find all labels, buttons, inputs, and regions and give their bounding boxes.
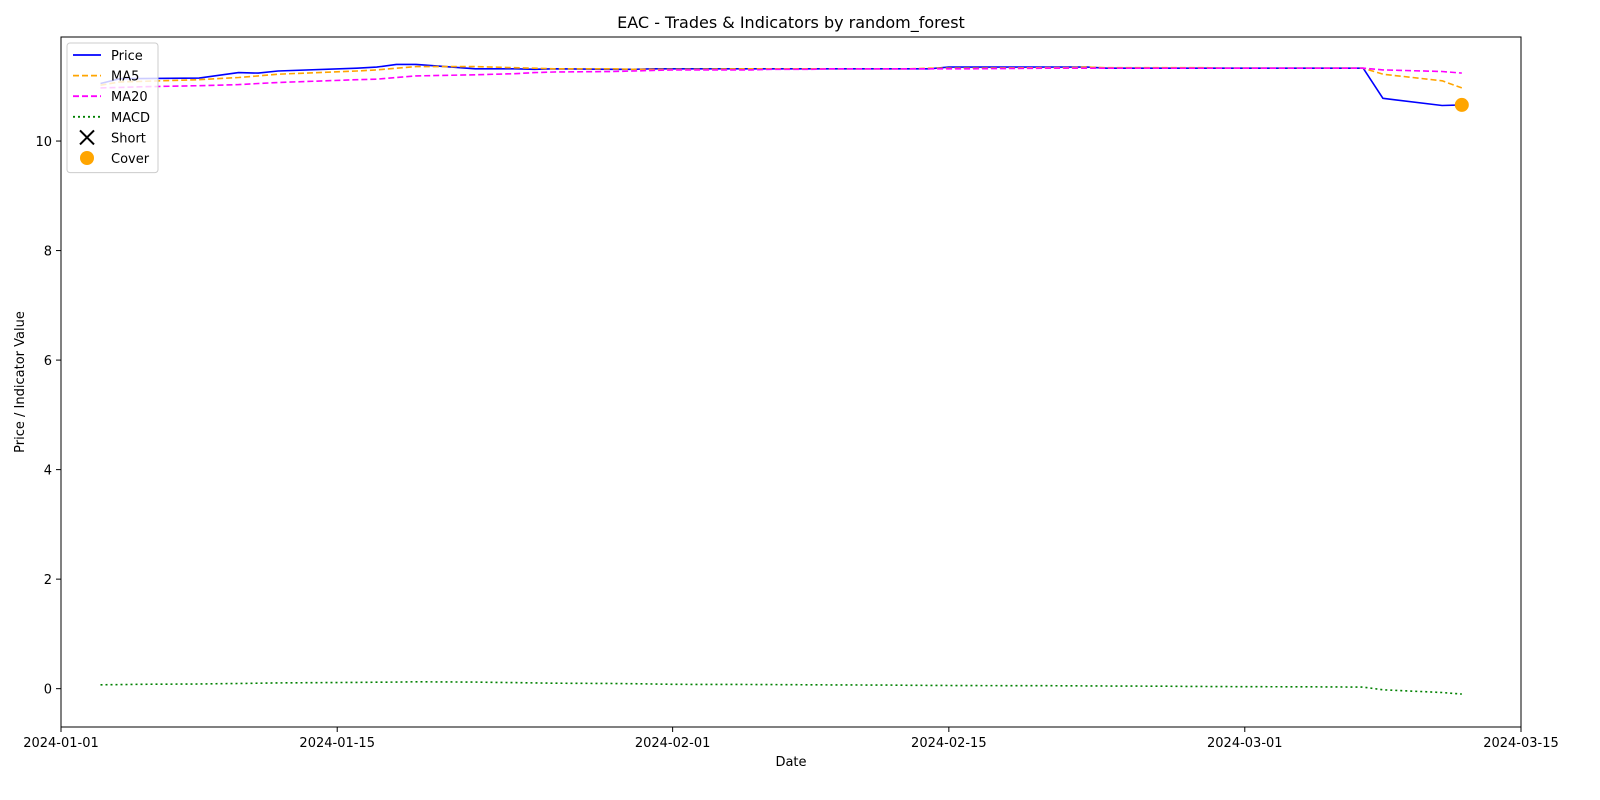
x-tick-label: 2024-03-01: [1207, 736, 1283, 751]
x-tick-label: 2024-01-15: [299, 736, 375, 751]
marker-cover: [1454, 97, 1469, 112]
y-tick-label: 2: [44, 573, 52, 588]
legend-label: Price: [111, 49, 143, 64]
x-ticks: 2024-01-01 2024-01-15 2024-02-01 2024-02-15…: [23, 727, 1559, 751]
legend-label: Cover: [111, 152, 150, 167]
y-tick-label: 8: [44, 245, 52, 260]
y-ticks: 0 2 4 6 8 10: [35, 135, 61, 698]
x-tick-label: 2024-02-01: [635, 736, 711, 751]
marker-layer: [1454, 97, 1469, 112]
legend-swatch: [80, 151, 94, 165]
series-layer: [100, 63, 1463, 695]
x-tick-label: 2024-03-15: [1483, 736, 1559, 751]
y-tick-label: 6: [44, 354, 52, 369]
y-tick-label: 10: [35, 135, 52, 150]
plot-frame: [60, 36, 1522, 728]
x-tick-label: 2024-01-01: [23, 736, 99, 751]
legend-label: MA20: [111, 90, 148, 105]
y-axis-label: Price / Indicator Value: [13, 311, 28, 453]
legend-label: MACD: [111, 111, 150, 126]
series-line-ma20: [100, 67, 1462, 89]
y-tick-label: 0: [44, 683, 52, 698]
y-tick-label: 4: [44, 464, 52, 479]
chart-title: EAC - Trades & Indicators by random_fore…: [617, 13, 965, 33]
series-line-macd: [100, 680, 1462, 695]
legend-swatch: [79, 129, 95, 146]
x-tick-label: 2024-02-15: [911, 736, 987, 751]
legend: Price MA5 MA20 MACD Short Cover: [66, 42, 159, 174]
x-axis-label: Date: [775, 755, 806, 770]
legend-label: Short: [111, 131, 146, 146]
legend-label: MA5: [111, 70, 139, 85]
